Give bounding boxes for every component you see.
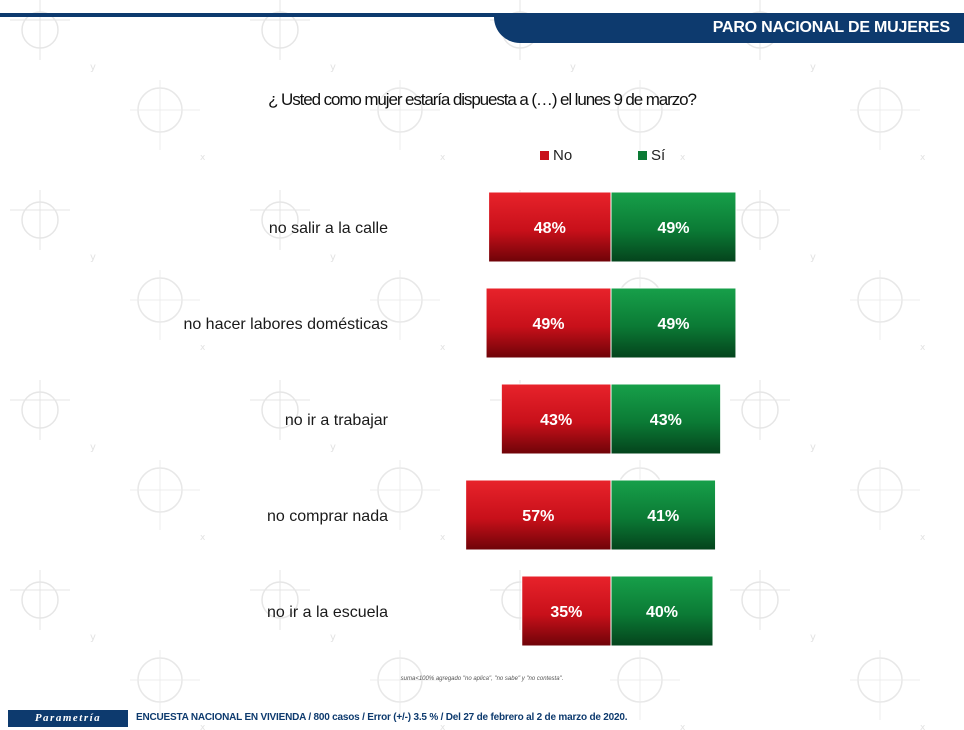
legend-swatch-si [638, 151, 647, 160]
bar-no [465, 479, 612, 551]
chart-question: ¿ Usted como mujer estaría dispuesta a (… [268, 90, 697, 109]
header-title: PARO NACIONAL DE MUJERES [712, 19, 951, 36]
bar-si [610, 383, 722, 455]
legend-label-no: No [553, 147, 572, 164]
survey-bar-chart: No Sí no salir a la calle 48% 49% no hacer l… [183, 147, 737, 647]
footer-brand-logo: Parametría [8, 710, 128, 727]
bar-no [488, 191, 612, 263]
category-label: no salir a la calle [269, 220, 388, 237]
bar-si [610, 575, 714, 647]
chart-bars: no salir a la calle 48% 49% no hacer labore… [183, 191, 737, 647]
bar-value-label: 35% [550, 604, 582, 621]
bar-value-label: 41% [647, 508, 679, 525]
bar-no [485, 287, 612, 359]
category-label: no ir a la escuela [267, 604, 388, 621]
bar-si [610, 191, 737, 263]
chart-footnote: suma<100% agregado "no aplica", "no sabe… [400, 676, 564, 682]
bar-no [521, 575, 612, 647]
header-tab [494, 13, 964, 43]
category-label: no hacer labores domésticas [183, 316, 388, 333]
bar-value-label: 49% [657, 220, 689, 237]
footer-survey-info: ENCUESTA NACIONAL EN VIVIENDA / 800 caso… [136, 712, 628, 723]
bar-si [610, 479, 717, 551]
legend-swatch-no [540, 151, 549, 160]
bar-si [610, 287, 737, 359]
bar-value-label: 57% [522, 508, 554, 525]
bar-value-label: 49% [657, 316, 689, 333]
header-rule [0, 13, 500, 17]
category-label: no comprar nada [267, 508, 388, 525]
bar-value-label: 43% [540, 412, 572, 429]
category-label: no ir a trabajar [285, 412, 389, 429]
bar-value-label: 40% [646, 604, 678, 621]
legend-label-si: Sí [651, 147, 666, 164]
bar-value-label: 49% [533, 316, 565, 333]
bar-value-label: 43% [650, 412, 682, 429]
bar-value-label: 48% [534, 220, 566, 237]
chart-legend: No Sí [540, 147, 666, 164]
